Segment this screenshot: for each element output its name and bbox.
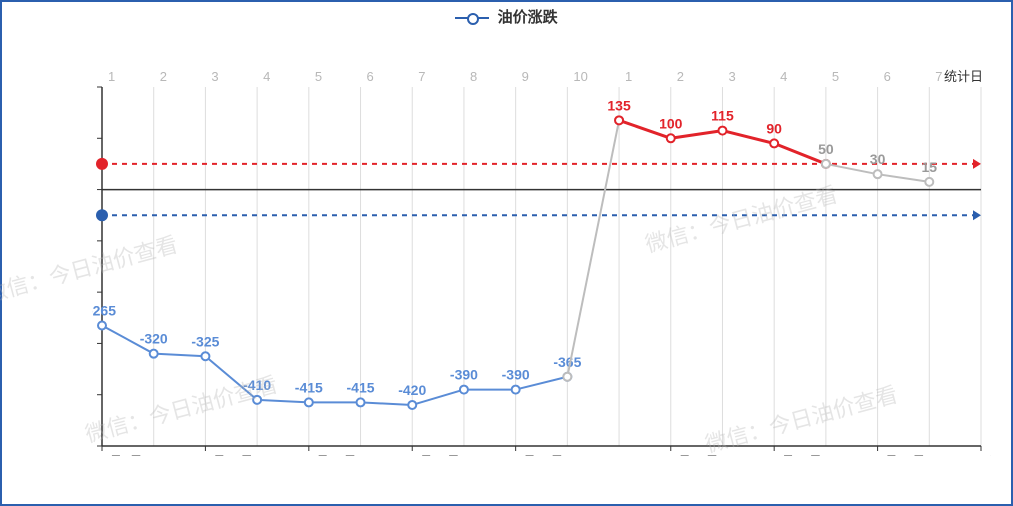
series-marker — [770, 139, 778, 147]
value-label: -325 — [191, 333, 219, 349]
series-line — [567, 120, 619, 376]
value-label: -390 — [502, 367, 530, 383]
series-marker — [615, 116, 623, 124]
ref-arrow — [973, 210, 981, 220]
series-marker — [874, 170, 882, 178]
xtick-bottom-label: 9月12日 — [309, 454, 357, 456]
ref-arrow — [973, 159, 981, 169]
value-label: 30 — [870, 151, 886, 167]
xtick-top-label: 5 — [832, 69, 839, 84]
xtick-bottom-label: 9月27日 — [878, 454, 926, 456]
xtick-top-label: 10 — [573, 69, 587, 84]
xtick-top-label: 8 — [470, 69, 477, 84]
xtick-top-label: 4 — [780, 69, 787, 84]
chart-svg: -500-400-300-200-100050100200元/吨12345678… — [92, 67, 991, 456]
stats-day-label: 统计日 — [944, 69, 983, 84]
value-label: -365 — [553, 354, 581, 370]
series-marker — [460, 386, 468, 394]
plot-area: -500-400-300-200-100050100200元/吨12345678… — [92, 67, 991, 456]
legend-marker-icon — [455, 12, 489, 24]
xtick-top-label: 5 — [315, 69, 322, 84]
chart-frame: 油价涨跌 -500-400-300-200-100050100200元/吨123… — [0, 0, 1013, 506]
value-label: 100 — [659, 115, 683, 131]
value-label: 135 — [607, 97, 631, 113]
series-marker — [201, 352, 209, 360]
series-marker — [512, 386, 520, 394]
legend-label: 油价涨跌 — [498, 9, 558, 26]
xtick-top-label: 7 — [418, 69, 425, 84]
series-marker — [408, 401, 416, 409]
xtick-top-label: 1 — [108, 69, 115, 84]
xtick-bottom-label: 9月30日 — [981, 454, 991, 456]
value-label: 50 — [818, 141, 834, 157]
value-label: -390 — [450, 367, 478, 383]
xtick-top-label: 1 — [625, 69, 632, 84]
value-label: -415 — [347, 379, 375, 395]
value-label: -415 — [295, 379, 323, 395]
series-marker — [822, 160, 830, 168]
ref-dot — [96, 158, 108, 170]
value-label: -320 — [140, 331, 168, 347]
xtick-top-label: 9 — [522, 69, 529, 84]
xtick-top-label: 7 — [935, 69, 942, 84]
xtick-bottom-label: 9月10日 — [205, 454, 253, 456]
ref-dot — [96, 209, 108, 221]
xtick-top-label: 4 — [263, 69, 270, 84]
series-marker — [718, 127, 726, 135]
series-line — [102, 325, 567, 404]
series-marker — [925, 178, 933, 186]
value-label: 115 — [711, 108, 734, 124]
series-marker — [150, 350, 158, 358]
xtick-top-label: 3 — [728, 69, 735, 84]
series-marker — [253, 396, 261, 404]
chart-legend: 油价涨跌 — [2, 6, 1011, 27]
xtick-top-label: 6 — [367, 69, 374, 84]
xtick-top-label: 3 — [211, 69, 218, 84]
value-label: -420 — [398, 382, 426, 398]
series-marker — [667, 134, 675, 142]
xtick-bottom-label: 9月23日 — [671, 454, 719, 456]
value-label: 90 — [766, 120, 782, 136]
xtick-bottom-label: 9月6日 — [102, 454, 142, 456]
xtick-bottom-label: 9月14日 — [412, 454, 460, 456]
series-marker — [98, 321, 106, 329]
value-label: 15 — [922, 159, 938, 175]
xtick-top-label: 2 — [160, 69, 167, 84]
value-label: -410 — [243, 377, 271, 393]
xtick-bottom-label: 9月19日 — [516, 454, 564, 456]
xtick-top-label: 6 — [884, 69, 891, 84]
series-marker — [563, 373, 571, 381]
value-label: -265 — [92, 302, 116, 318]
xtick-top-label: 2 — [677, 69, 684, 84]
series-marker — [305, 398, 313, 406]
series-marker — [357, 398, 365, 406]
xtick-bottom-label: 9月25日 — [774, 454, 822, 456]
